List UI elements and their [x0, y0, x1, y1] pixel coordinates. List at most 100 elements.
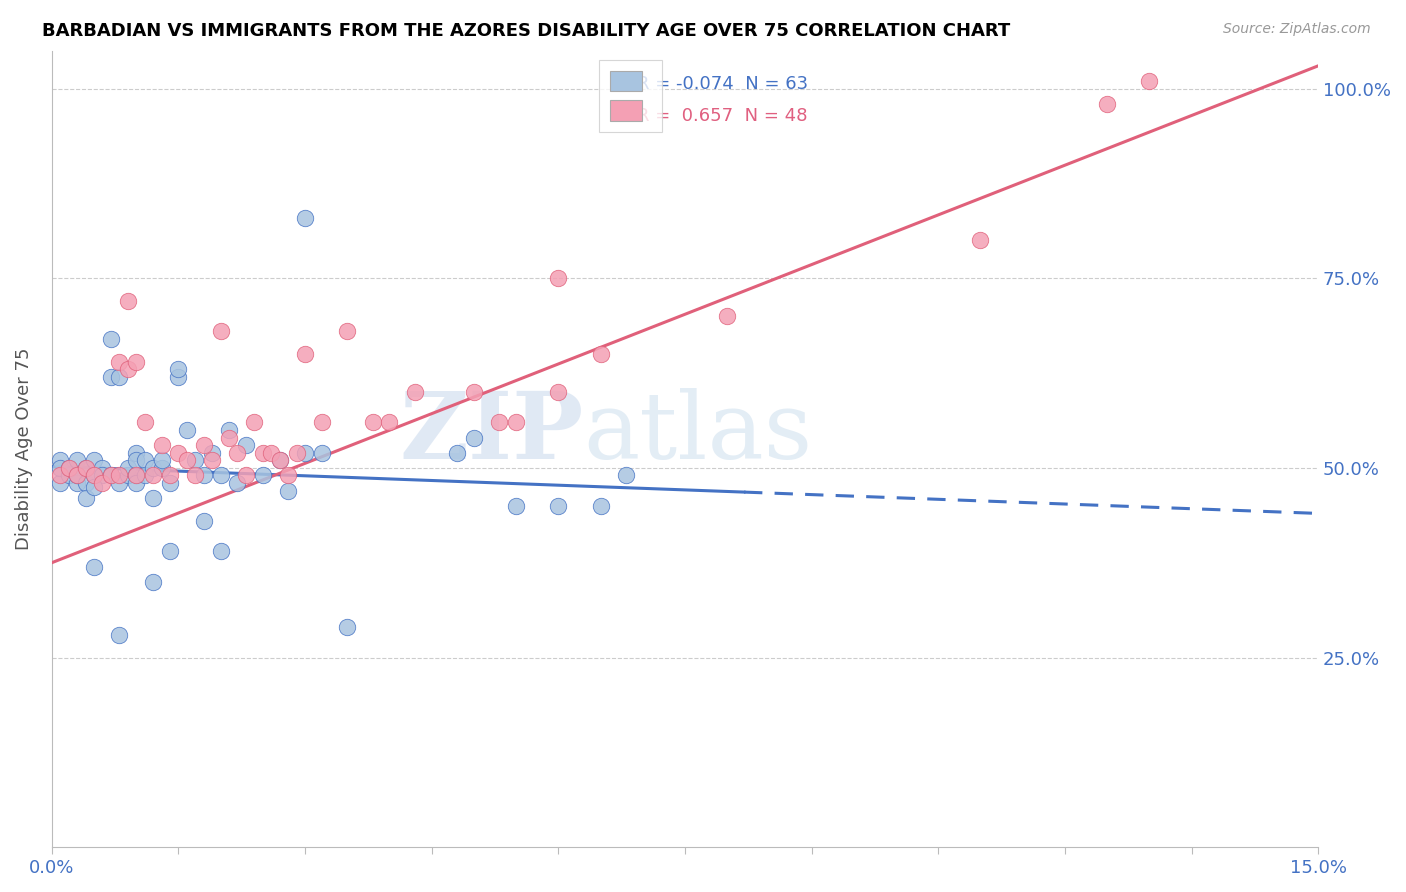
Point [75, 491, 97, 506]
Point [277, 468, 299, 483]
Point [66, 468, 89, 483]
Point [150, 461, 173, 475]
Point [193, 468, 215, 483]
Point [193, 514, 215, 528]
Point [150, 453, 173, 467]
Point [184, 468, 207, 483]
Point [336, 620, 359, 634]
Point [150, 438, 173, 452]
Point [547, 385, 569, 400]
Y-axis label: Disability Age Over 75: Disability Age Over 75 [15, 348, 32, 550]
Point [49, 468, 72, 483]
Point [547, 499, 569, 513]
Point [269, 453, 291, 467]
Point [547, 271, 569, 285]
Point [108, 370, 131, 384]
Point [311, 416, 333, 430]
Point [125, 354, 148, 368]
Point [83, 559, 105, 574]
Point [361, 416, 384, 430]
Point [75, 461, 97, 475]
Point [176, 423, 198, 437]
Point [108, 468, 131, 483]
Point [235, 438, 257, 452]
Point [218, 423, 240, 437]
Point [463, 431, 485, 445]
Point [159, 544, 181, 558]
Point [108, 476, 131, 491]
Point [235, 468, 257, 483]
Point [614, 468, 637, 483]
Point [463, 385, 485, 400]
Point [1095, 96, 1118, 111]
Point [1137, 74, 1160, 88]
Point [91, 476, 114, 491]
Point [716, 309, 738, 323]
Point [75, 461, 97, 475]
Text: R =  0.657  N = 48: R = 0.657 N = 48 [637, 107, 807, 125]
Point [176, 453, 198, 467]
Point [75, 476, 97, 491]
Point [49, 461, 72, 475]
Point [49, 476, 72, 491]
Point [226, 476, 249, 491]
Point [294, 347, 316, 361]
Text: R = -0.074  N = 63: R = -0.074 N = 63 [637, 75, 808, 93]
Legend: , : , [599, 60, 662, 132]
Point [505, 499, 527, 513]
Point [83, 468, 105, 483]
Point [252, 468, 274, 483]
Point [167, 362, 190, 376]
Point [201, 453, 224, 467]
Text: atlas: atlas [583, 388, 813, 478]
Point [209, 324, 232, 338]
Point [134, 416, 156, 430]
Point [117, 362, 139, 376]
Point [277, 483, 299, 498]
Point [125, 468, 148, 483]
Point [209, 544, 232, 558]
Point [66, 476, 89, 491]
Point [226, 446, 249, 460]
Point [184, 453, 207, 467]
Point [167, 370, 190, 384]
Point [83, 468, 105, 483]
Point [167, 446, 190, 460]
Point [100, 468, 122, 483]
Point [117, 293, 139, 308]
Point [125, 446, 148, 460]
Point [294, 211, 316, 225]
Point [446, 446, 468, 460]
Point [125, 453, 148, 467]
Text: ZIP: ZIP [399, 388, 583, 478]
Point [589, 499, 612, 513]
Text: BARBADIAN VS IMMIGRANTS FROM THE AZORES DISABILITY AGE OVER 75 CORRELATION CHART: BARBADIAN VS IMMIGRANTS FROM THE AZORES … [42, 22, 1011, 40]
Point [117, 468, 139, 483]
Point [336, 324, 359, 338]
Point [134, 453, 156, 467]
Point [209, 468, 232, 483]
Point [589, 347, 612, 361]
Point [404, 385, 426, 400]
Point [100, 370, 122, 384]
Point [969, 233, 991, 247]
Point [83, 453, 105, 467]
Text: Source: ZipAtlas.com: Source: ZipAtlas.com [1223, 22, 1371, 37]
Point [142, 491, 165, 506]
Point [294, 446, 316, 460]
Point [142, 574, 165, 589]
Point [91, 468, 114, 483]
Point [125, 476, 148, 491]
Point [311, 446, 333, 460]
Point [201, 446, 224, 460]
Point [58, 468, 80, 483]
Point [108, 354, 131, 368]
Point [117, 461, 139, 475]
Point [66, 468, 89, 483]
Point [58, 461, 80, 475]
Point [125, 468, 148, 483]
Point [505, 416, 527, 430]
Point [269, 453, 291, 467]
Point [243, 416, 266, 430]
Point [142, 468, 165, 483]
